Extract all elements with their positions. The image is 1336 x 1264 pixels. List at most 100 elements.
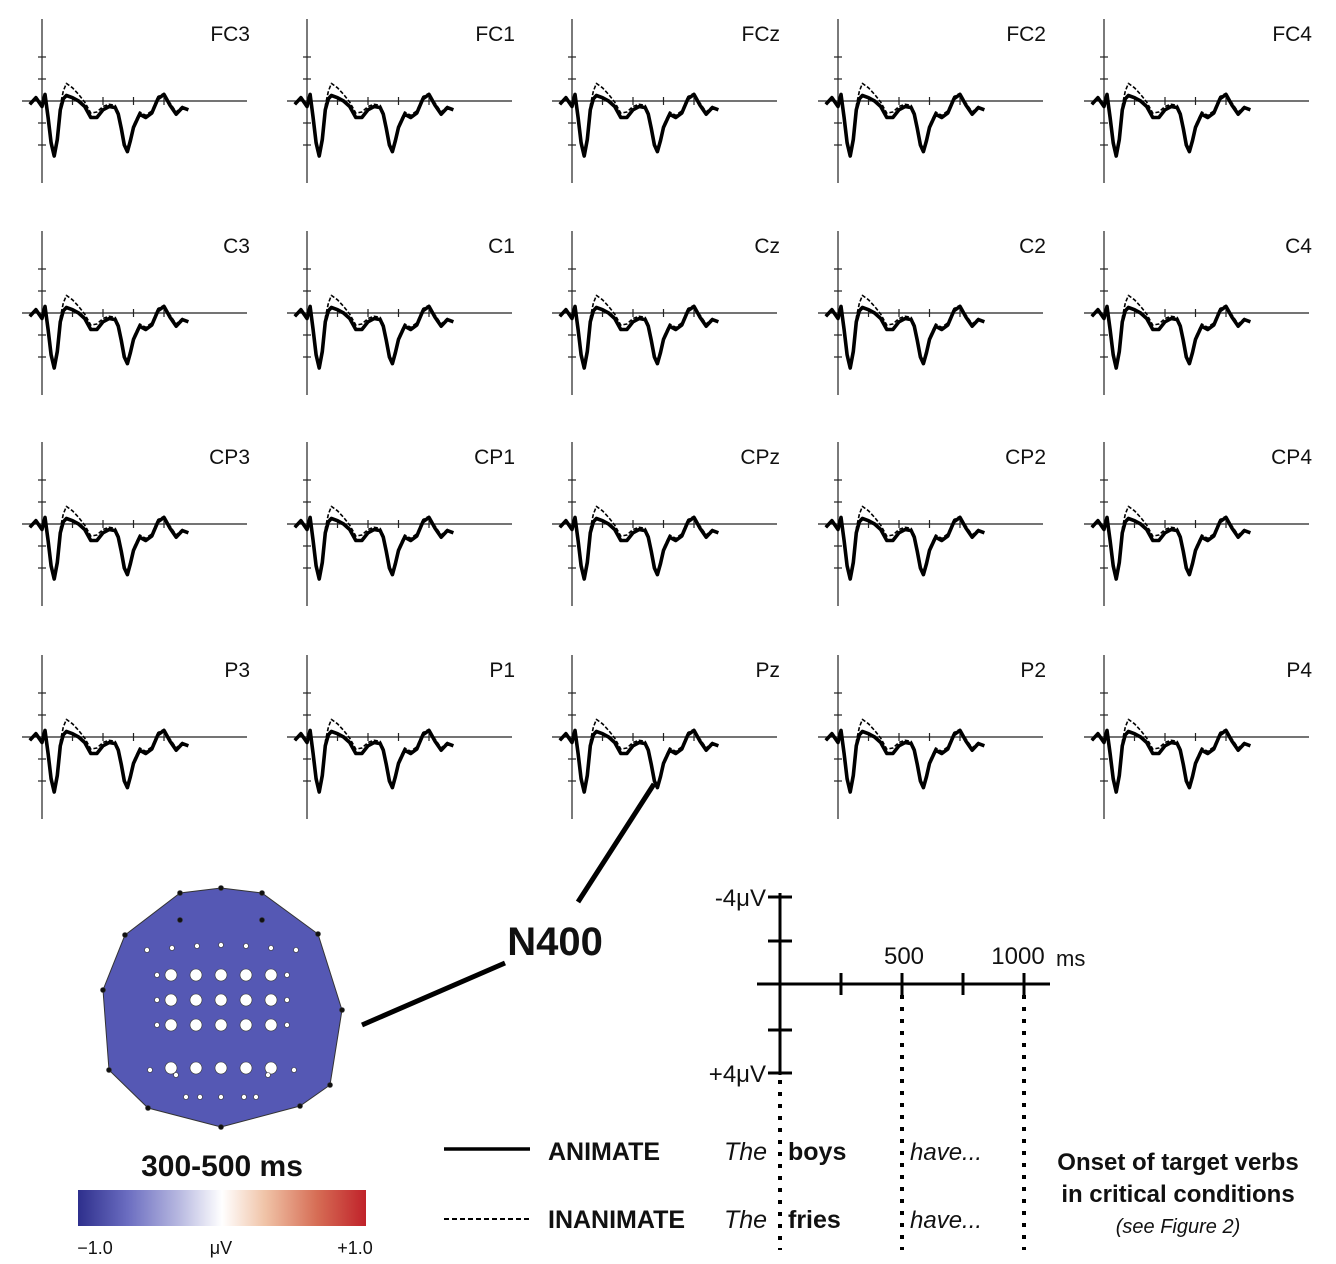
series-line-inanimate bbox=[559, 82, 719, 157]
topomap-electrode bbox=[297, 1103, 303, 1109]
scale-label-pos4: +4μV bbox=[709, 1061, 766, 1088]
legend-noun-animate: boys bbox=[788, 1138, 846, 1166]
legend-label-animate: ANIMATE bbox=[548, 1138, 660, 1166]
topomap-electrode bbox=[154, 972, 160, 978]
electrode-label: C3 bbox=[223, 235, 250, 258]
erp-panel-cp4: CP4 bbox=[1084, 442, 1312, 606]
topomap-electrode bbox=[214, 968, 228, 982]
topomap-electrode bbox=[164, 993, 178, 1007]
topomap-electrode bbox=[239, 1061, 253, 1075]
legend-noun-inanimate: fries bbox=[788, 1206, 841, 1234]
topomap-electrode bbox=[268, 945, 274, 951]
series-line-inanimate bbox=[294, 505, 454, 580]
legend-the-animate: The bbox=[724, 1138, 767, 1166]
electrode-label: FC3 bbox=[210, 23, 250, 46]
topomap-electrode bbox=[264, 1061, 278, 1075]
erp-panel-cpz: CPz bbox=[552, 442, 780, 606]
onset-note-line2: in critical conditions bbox=[1061, 1181, 1294, 1208]
electrode-label: C1 bbox=[488, 235, 515, 258]
electrode-label: P1 bbox=[489, 659, 515, 682]
scale-label-500: 500 bbox=[884, 943, 924, 970]
electrode-label: FCz bbox=[742, 23, 781, 46]
scale-axes: -4μV +4μV 500 1000 ms bbox=[709, 885, 1085, 1250]
electrode-label: P3 bbox=[224, 659, 250, 682]
erp-panel-p2: P2 bbox=[818, 655, 1046, 819]
erp-panel-pz: Pz bbox=[552, 655, 780, 819]
electrode-label: P2 bbox=[1020, 659, 1046, 682]
legend: ANIMATE INANIMATE The The boys fries hav… bbox=[444, 1138, 982, 1234]
onset-note: Onset of target verbs in critical condit… bbox=[1057, 1149, 1298, 1238]
series-line-inanimate bbox=[825, 718, 985, 793]
series-line-inanimate bbox=[29, 82, 189, 157]
series-line-inanimate bbox=[294, 718, 454, 793]
series-line-inanimate bbox=[29, 294, 189, 369]
series-line-inanimate bbox=[29, 718, 189, 793]
topomap-electrode bbox=[100, 987, 106, 993]
electrode-label: Cz bbox=[754, 235, 780, 258]
electrode-label: CP1 bbox=[474, 446, 515, 469]
topomap-electrode bbox=[197, 1094, 203, 1100]
erp-panel-cp3: CP3 bbox=[22, 442, 250, 606]
electrode-label: CPz bbox=[740, 446, 780, 469]
series-line-inanimate bbox=[825, 82, 985, 157]
legend-the-inanimate: The bbox=[724, 1206, 767, 1234]
topomap-electrodes bbox=[100, 885, 345, 1130]
erp-panel-c3: C3 bbox=[22, 231, 250, 395]
topomap-electrode bbox=[218, 942, 224, 948]
topomap-electrode bbox=[189, 993, 203, 1007]
colorbar bbox=[78, 1190, 366, 1226]
electrode-label: CP2 bbox=[1005, 446, 1046, 469]
series-line-inanimate bbox=[1091, 294, 1251, 369]
n400-label: N400 bbox=[507, 920, 603, 964]
topomap-electrode bbox=[173, 1072, 179, 1078]
topomap-electrode bbox=[239, 993, 253, 1007]
scale-label-neg4: -4μV bbox=[715, 885, 766, 912]
erp-panel-fc4: FC4 bbox=[1084, 19, 1312, 183]
topomap-electrode bbox=[144, 947, 150, 953]
topomap-electrode bbox=[218, 1094, 224, 1100]
topomap-electrode bbox=[264, 993, 278, 1007]
topomap-electrode bbox=[164, 1018, 178, 1032]
topomap-electrode bbox=[264, 968, 278, 982]
erp-panel-c4: C4 bbox=[1084, 231, 1312, 395]
topomap-electrode bbox=[315, 931, 321, 937]
topomap-title: 300-500 ms bbox=[141, 1150, 303, 1183]
topomap-electrode bbox=[259, 890, 265, 896]
legend-verb-animate: have... bbox=[910, 1139, 982, 1166]
topomap-electrode bbox=[189, 1018, 203, 1032]
n400-annotation: N400 bbox=[361, 782, 657, 1028]
topomap-electrode bbox=[189, 968, 203, 982]
series-line-inanimate bbox=[1091, 505, 1251, 580]
series-line-inanimate bbox=[1091, 82, 1251, 157]
legend-verb-inanimate: have... bbox=[910, 1207, 982, 1234]
scale-label-1000: 1000 bbox=[991, 943, 1044, 970]
erp-panel-fc3: FC3 bbox=[22, 19, 250, 183]
onset-note-line3: (see Figure 2) bbox=[1116, 1216, 1241, 1238]
series-line-inanimate bbox=[559, 505, 719, 580]
series-line-inanimate bbox=[29, 505, 189, 580]
topomap-electrode bbox=[122, 932, 128, 938]
erp-panel-p1: P1 bbox=[287, 655, 515, 819]
erp-panel-p3: P3 bbox=[22, 655, 250, 819]
scale-label-ms: ms bbox=[1056, 946, 1085, 971]
topomap-electrode bbox=[218, 885, 224, 891]
topomap-electrode bbox=[339, 1007, 345, 1013]
erp-panel-fc2: FC2 bbox=[818, 19, 1046, 183]
electrode-label: P4 bbox=[1286, 659, 1312, 682]
series-line-inanimate bbox=[294, 294, 454, 369]
erp-panel-grid: FC3 FC1 FCz FC2 FC4 C3 C1 Cz C2 C4 CP3 CP1 CPz CP2 CP4… bbox=[22, 19, 1312, 819]
electrode-label: C4 bbox=[1285, 235, 1312, 258]
series-line-inanimate bbox=[825, 505, 985, 580]
series-line-inanimate bbox=[825, 294, 985, 369]
topomap-electrode bbox=[243, 943, 249, 949]
topomap-electrode bbox=[214, 993, 228, 1007]
topomap-electrode bbox=[164, 968, 178, 982]
topomap-head bbox=[102, 887, 343, 1128]
electrode-label: FC4 bbox=[1272, 23, 1312, 46]
topomap-electrode bbox=[189, 1061, 203, 1075]
series-line-inanimate bbox=[1091, 718, 1251, 793]
electrode-label: CP3 bbox=[209, 446, 250, 469]
topomap-electrode bbox=[284, 972, 290, 978]
series-line-inanimate bbox=[294, 82, 454, 157]
